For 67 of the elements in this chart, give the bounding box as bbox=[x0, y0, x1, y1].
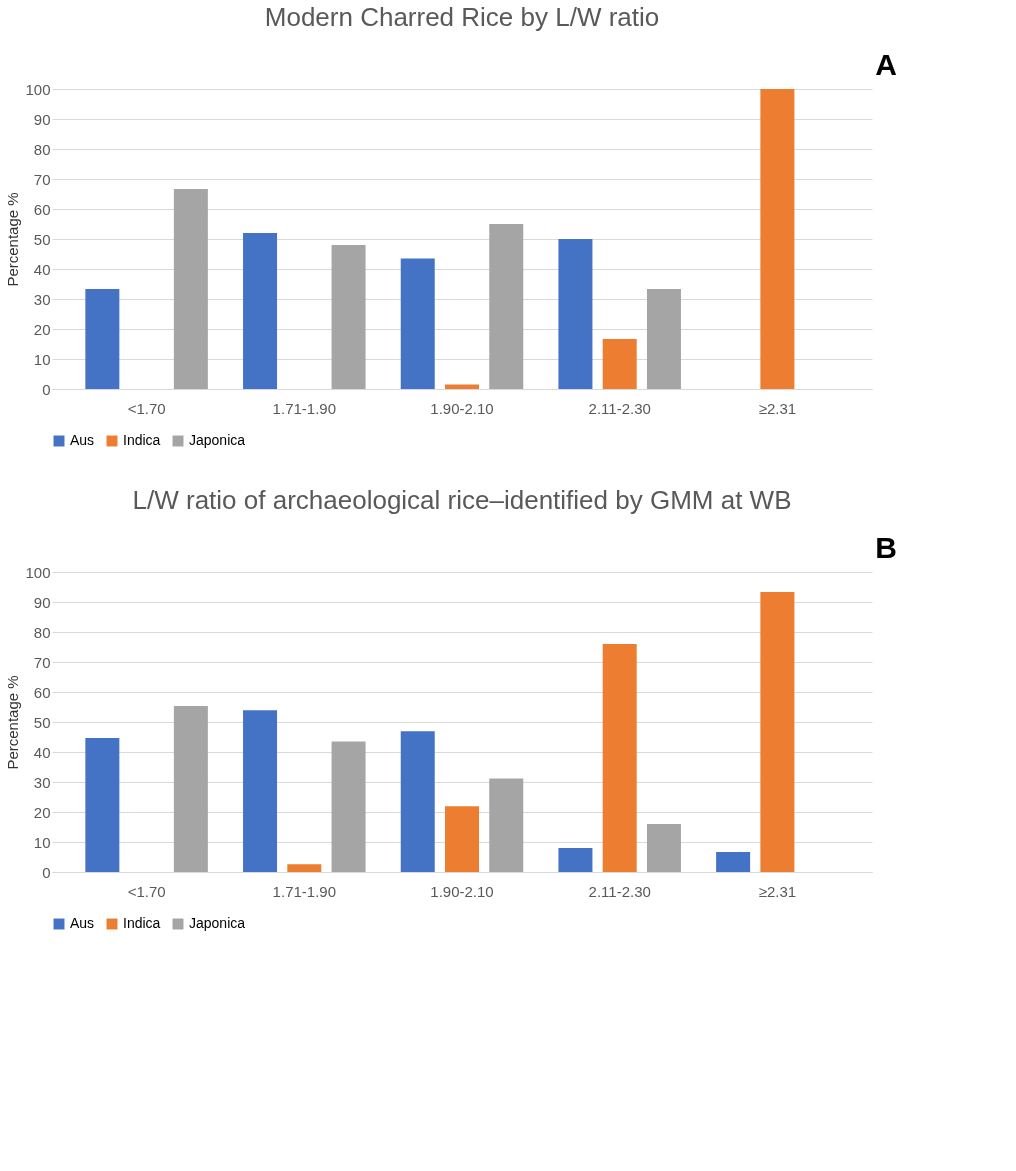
y-tick-label: 40 bbox=[33, 743, 51, 761]
chart-title: Modern Charred Rice by L/W ratio bbox=[264, 2, 660, 32]
x-tick-label: 2.11-2.30 bbox=[588, 399, 651, 417]
bar bbox=[489, 778, 524, 872]
bar bbox=[445, 806, 479, 872]
y-tick-label: 90 bbox=[33, 110, 51, 128]
y-tick-label: 50 bbox=[33, 230, 51, 248]
bar bbox=[489, 224, 524, 389]
legend-label: Aus bbox=[70, 915, 95, 931]
bar bbox=[173, 188, 208, 389]
bar bbox=[287, 864, 322, 872]
x-tick-label: ≥2.31 bbox=[758, 882, 797, 900]
x-tick-label: ≥2.31 bbox=[758, 399, 797, 417]
y-tick-label: 40 bbox=[33, 260, 51, 278]
y-tick-label: 70 bbox=[33, 170, 51, 188]
x-tick-label: 1.90-2.10 bbox=[430, 399, 494, 417]
y-tick-label: 30 bbox=[33, 773, 51, 791]
bar bbox=[331, 741, 366, 872]
y-tick-label: 80 bbox=[33, 623, 51, 641]
legend-label: Aus bbox=[70, 432, 95, 448]
bar bbox=[243, 233, 278, 389]
bar bbox=[558, 848, 593, 872]
bar bbox=[760, 89, 795, 389]
y-tick-label: 0 bbox=[42, 863, 51, 881]
bar bbox=[400, 731, 435, 872]
bar bbox=[243, 710, 278, 872]
legend-label: Japonica bbox=[189, 432, 246, 448]
y-tick-label: 80 bbox=[33, 140, 51, 158]
bar bbox=[173, 706, 208, 872]
legend-label: Japonica bbox=[189, 915, 246, 931]
y-tick-label: 100 bbox=[25, 563, 51, 581]
bar bbox=[602, 338, 637, 389]
x-tick-label: 1.90-2.10 bbox=[430, 882, 494, 900]
text: A bbox=[875, 48, 897, 81]
y-axis-title: Percentage % bbox=[4, 192, 22, 287]
x-tick-label: <1.70 bbox=[127, 399, 166, 417]
y-axis-title: Percentage % bbox=[4, 675, 22, 770]
bar bbox=[85, 737, 120, 872]
legend-label: Indica bbox=[123, 432, 161, 448]
y-tick-label: 70 bbox=[33, 653, 51, 671]
bar bbox=[646, 824, 681, 872]
bar bbox=[558, 239, 593, 389]
y-tick-label: 10 bbox=[33, 350, 51, 368]
legend-label: Indica bbox=[123, 915, 161, 931]
bar bbox=[400, 258, 435, 389]
bar bbox=[646, 289, 681, 389]
bar bbox=[760, 592, 795, 872]
y-tick-label: 60 bbox=[33, 683, 51, 701]
bar bbox=[85, 289, 120, 389]
x-tick-label: 1.71-1.90 bbox=[272, 399, 336, 417]
x-tick-label: <1.70 bbox=[127, 882, 166, 900]
bar bbox=[716, 851, 751, 872]
y-tick-label: 100 bbox=[25, 80, 51, 98]
y-tick-label: 50 bbox=[33, 713, 51, 731]
y-tick-label: 0 bbox=[42, 380, 51, 398]
x-tick-label: 1.71-1.90 bbox=[272, 882, 336, 900]
y-tick-label: 60 bbox=[33, 200, 51, 218]
chart-title: L/W ratio of archaeological rice–identified by GMM at WB bbox=[132, 485, 792, 515]
bar bbox=[602, 644, 637, 872]
text: B bbox=[875, 531, 897, 564]
bar bbox=[331, 245, 366, 389]
y-tick-label: 30 bbox=[33, 290, 51, 308]
y-tick-label: 90 bbox=[33, 593, 51, 611]
y-tick-label: 10 bbox=[33, 833, 51, 851]
y-tick-label: 20 bbox=[33, 320, 51, 338]
y-tick-label: 20 bbox=[33, 803, 51, 821]
x-tick-label: 2.11-2.30 bbox=[588, 882, 651, 900]
